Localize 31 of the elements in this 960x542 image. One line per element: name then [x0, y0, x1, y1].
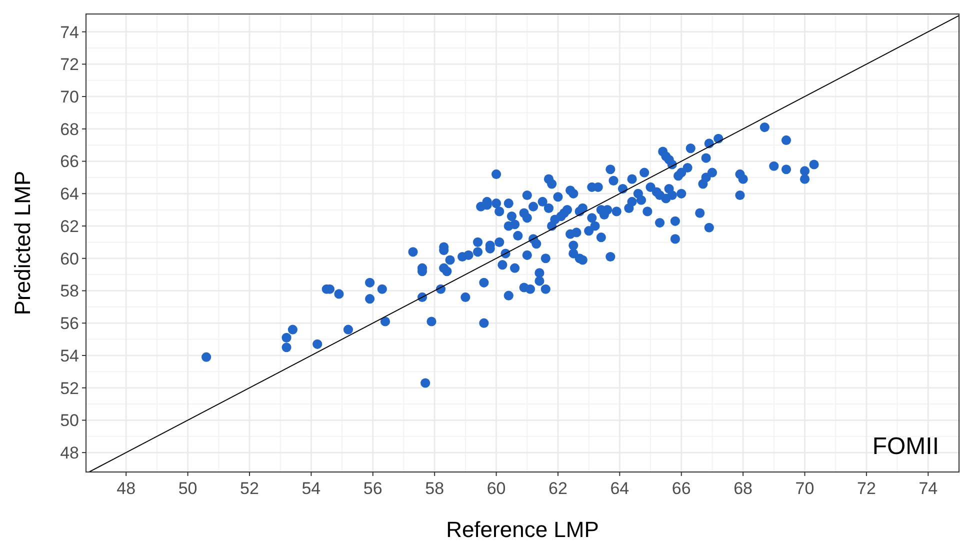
x-axis-title: Reference LMP — [446, 517, 599, 542]
y-tick-label: 50 — [60, 411, 79, 430]
x-tick-label: 52 — [240, 479, 259, 498]
y-axis-title: Predicted LMP — [10, 170, 35, 316]
annotation: FOMII — [872, 433, 939, 460]
y-tick-label: 62 — [60, 216, 79, 236]
y-tick-label: 72 — [60, 55, 79, 74]
y-tick-label: 54 — [60, 346, 79, 366]
x-tick-label: 54 — [302, 479, 321, 498]
x-tick-label: 72 — [856, 479, 876, 498]
y-tick-label: 74 — [60, 22, 79, 42]
y-tick-label: 60 — [60, 249, 79, 268]
x-tick-label: 62 — [548, 479, 568, 498]
x-tick-label: 50 — [178, 479, 198, 498]
x-tick-label: 68 — [734, 479, 753, 498]
y-tick-label: 70 — [60, 87, 79, 106]
y-tick-label: 56 — [60, 314, 79, 334]
x-tick-label: 74 — [918, 479, 938, 498]
x-tick-label: 66 — [672, 479, 691, 498]
x-tick-label: 70 — [795, 479, 814, 498]
x-tick-label: 60 — [486, 479, 506, 498]
y-tick-label: 68 — [60, 120, 79, 139]
y-tick-label: 48 — [60, 444, 79, 463]
x-tick-label: 58 — [425, 479, 444, 498]
y-tick-label: 52 — [60, 378, 79, 398]
y-tick-label: 58 — [60, 282, 79, 301]
y-tick-label: 66 — [60, 152, 79, 172]
x-tick-label: 64 — [610, 479, 630, 498]
x-tick-label: 48 — [116, 479, 136, 498]
y-tick-label: 64 — [60, 184, 79, 204]
x-tick-label: 56 — [363, 479, 382, 498]
